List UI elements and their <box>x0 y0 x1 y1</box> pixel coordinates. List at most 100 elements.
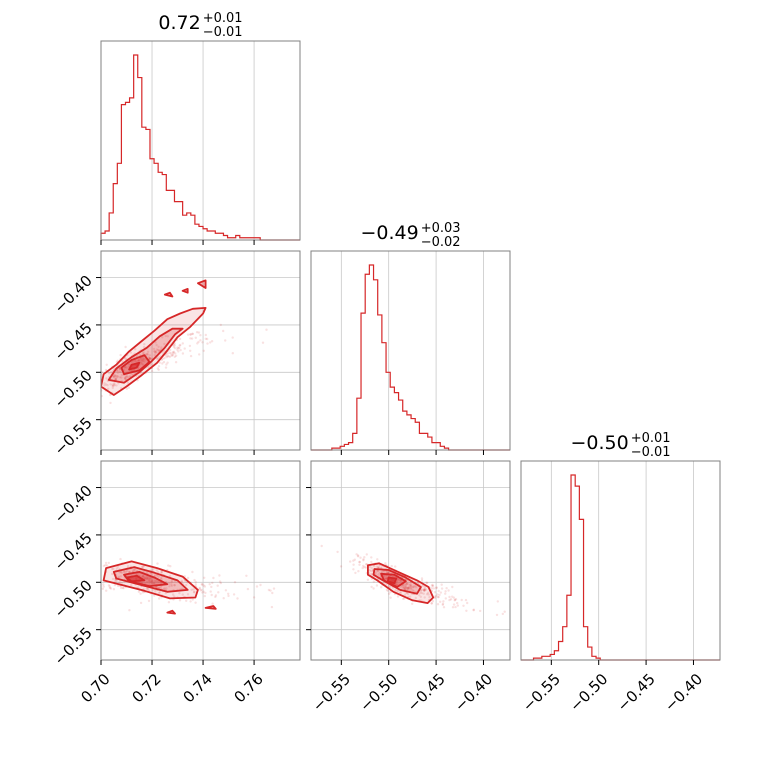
sample-point <box>211 581 214 585</box>
sample-point <box>430 587 433 590</box>
sample-point <box>116 375 119 378</box>
sample-point <box>456 601 459 605</box>
sample-point <box>115 579 118 582</box>
sample-point <box>404 587 407 590</box>
sample-point <box>214 595 217 599</box>
sample-point <box>425 581 428 584</box>
sample-point <box>363 565 366 569</box>
sample-point <box>166 355 169 358</box>
sample-point <box>202 584 205 587</box>
sample-point <box>160 571 163 575</box>
sample-point <box>156 357 159 360</box>
sample-point <box>169 352 172 355</box>
sample-point <box>409 584 412 588</box>
sample-point <box>384 577 387 580</box>
sample-point <box>139 592 142 595</box>
sample-point <box>375 584 379 587</box>
panel-2-1: −0.55 −0.50 −0.45 −0.40 <box>306 460 511 715</box>
sample-point <box>154 341 157 344</box>
sample-point <box>141 359 144 362</box>
sample-point <box>146 587 150 591</box>
sample-point <box>372 587 375 590</box>
sample-point <box>358 563 361 566</box>
sample-point <box>320 544 323 548</box>
sample-point <box>96 390 98 392</box>
sample-point <box>358 560 361 564</box>
sample-point <box>189 349 192 352</box>
sample-point <box>148 356 151 360</box>
sample-point <box>193 590 196 594</box>
sample-point <box>407 587 410 590</box>
sample-point <box>427 593 430 596</box>
sample-point <box>423 589 426 592</box>
sample-point <box>418 594 421 597</box>
sample-point <box>385 588 389 591</box>
sample-point <box>383 571 386 574</box>
sample-point <box>472 608 475 611</box>
sample-point <box>141 575 145 578</box>
sample-point <box>440 583 443 586</box>
sample-point <box>137 359 140 363</box>
sample-point <box>125 569 129 573</box>
panel-1-1 <box>310 250 511 455</box>
sample-point <box>394 582 398 586</box>
sample-point <box>96 376 98 378</box>
sample-point <box>396 582 399 586</box>
sample-point <box>201 341 204 344</box>
sample-point <box>171 353 175 356</box>
title-minus-error: −0.01 <box>631 445 671 460</box>
sample-point <box>423 596 426 599</box>
sample-point <box>408 586 411 589</box>
sample-point <box>399 579 402 583</box>
sample-point <box>112 384 115 387</box>
sample-point <box>124 377 127 380</box>
sample-point <box>435 586 438 589</box>
sample-point <box>378 566 381 569</box>
sample-point <box>139 601 143 605</box>
y-tick-label: −0.45 <box>51 529 96 574</box>
sample-point <box>137 590 141 593</box>
sample-point <box>169 565 172 568</box>
sample-point <box>454 605 457 609</box>
sample-point <box>91 384 93 386</box>
sample-point <box>362 564 365 568</box>
sample-point <box>119 557 122 561</box>
contour-island <box>197 279 207 289</box>
sample-point <box>404 582 407 585</box>
sample-point <box>150 580 153 584</box>
y-tick-label: −0.55 <box>51 624 96 669</box>
sample-point <box>170 354 173 357</box>
sample-point <box>376 569 380 572</box>
sample-point <box>111 577 115 581</box>
sample-point <box>218 574 221 577</box>
sample-point <box>218 580 222 583</box>
sample-point <box>133 568 136 571</box>
sample-point <box>125 366 128 369</box>
sample-point <box>406 586 409 590</box>
sample-point <box>423 588 426 591</box>
sample-point <box>154 590 157 593</box>
sample-point <box>453 598 457 601</box>
sample-point <box>390 564 393 568</box>
sample-point <box>103 384 106 387</box>
sample-point <box>124 378 127 381</box>
sample-point <box>161 336 164 339</box>
sample-point <box>153 350 156 353</box>
sample-point <box>118 367 121 370</box>
sample-point <box>80 399 82 401</box>
sample-point <box>153 594 156 597</box>
sample-point <box>441 602 445 605</box>
sample-point <box>152 582 156 585</box>
sample-point <box>106 384 109 387</box>
sample-point <box>398 578 401 581</box>
sample-point <box>191 570 194 574</box>
sample-point <box>115 384 118 387</box>
sample-point <box>430 602 433 605</box>
sample-point <box>412 585 415 589</box>
sample-point <box>339 565 343 568</box>
sample-point <box>436 593 439 596</box>
sample-point <box>97 563 99 565</box>
sample-point <box>146 577 149 581</box>
sample-point <box>151 582 154 585</box>
x-tick-label: −0.55 <box>309 670 354 715</box>
